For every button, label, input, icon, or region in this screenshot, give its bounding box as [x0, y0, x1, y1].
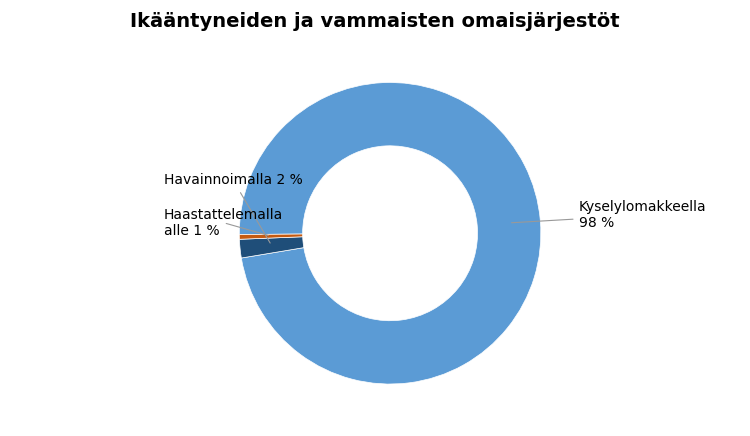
- Text: Haastattelemalla
alle 1 %: Haastattelemalla alle 1 %: [164, 208, 284, 238]
- Wedge shape: [239, 82, 541, 384]
- Title: Ikääntyneiden ja vammaisten omaisjärjestöt: Ikääntyneiden ja vammaisten omaisjärjest…: [130, 12, 620, 31]
- Text: Havainnoimalla 2 %: Havainnoimalla 2 %: [164, 174, 303, 243]
- Text: Kyselylomakkeella
98 %: Kyselylomakkeella 98 %: [512, 200, 706, 230]
- Wedge shape: [239, 234, 303, 239]
- Wedge shape: [239, 237, 304, 258]
